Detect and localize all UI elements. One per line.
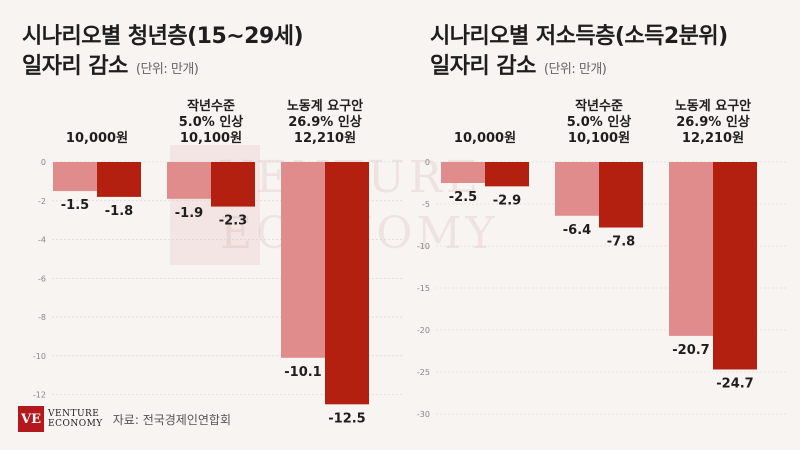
category-label: 26.9% 인상 xyxy=(288,114,362,130)
source-label: 자료: 전국경제인연합회 xyxy=(112,412,232,427)
footer: VE VENTURE ECONOMY 자료: 전국경제인연합회 xyxy=(18,406,231,432)
y-tick-label: 0 xyxy=(425,158,430,167)
category-label: 10,100원 xyxy=(180,131,242,146)
category-label: 12,210원 xyxy=(682,131,744,146)
right-unit-label: (단위: 만개) xyxy=(543,62,607,77)
value-label: -6.4 xyxy=(563,223,591,238)
value-label: -1.9 xyxy=(175,206,203,221)
bar xyxy=(325,162,369,405)
category-label: 12,210원 xyxy=(294,131,356,146)
left-chart-title: 시나리오별 청년층(15~29세) 일자리 감소 (단위: 만개) xyxy=(22,22,304,85)
left-title-line1: 시나리오별 청년층(15~29세) xyxy=(22,24,304,49)
bar xyxy=(669,162,713,336)
category-label: 5.0% 인상 xyxy=(567,114,632,130)
bar xyxy=(555,162,599,216)
value-label: -20.7 xyxy=(672,343,709,358)
y-tick-label: -5 xyxy=(422,200,430,209)
value-label: -12.5 xyxy=(328,411,365,426)
value-label: -1.8 xyxy=(105,204,133,219)
right-chart-title: 시나리오별 저소득층(소득2분위) 일자리 감소 (단위: 만개) xyxy=(430,22,728,85)
bar xyxy=(599,162,643,228)
category-label: 10,100원 xyxy=(568,131,630,146)
left-title-line2: 일자리 감소 xyxy=(22,54,128,79)
category-label: 노동계 요구안 xyxy=(675,98,751,114)
category-label: 작년수준 xyxy=(575,98,623,114)
right-title-line2: 일자리 감소 xyxy=(430,54,536,79)
category-label: 10,000원 xyxy=(454,131,516,146)
bar xyxy=(281,162,325,358)
bar xyxy=(167,162,211,199)
y-tick-label: -10 xyxy=(33,352,46,361)
bar xyxy=(441,162,485,183)
category-label: 10,000원 xyxy=(66,131,128,146)
y-tick-label: -20 xyxy=(417,326,430,335)
logo-line1: VENTURE xyxy=(48,409,100,419)
y-tick-label: -6 xyxy=(38,274,46,283)
y-tick-label: -12 xyxy=(33,391,46,400)
value-label: -7.8 xyxy=(607,235,635,250)
bar xyxy=(97,162,141,197)
y-tick-label: -15 xyxy=(417,284,430,293)
bar xyxy=(485,162,529,187)
y-tick-label: -8 xyxy=(38,313,46,322)
logo-mark: VE xyxy=(18,406,44,432)
value-label: -2.3 xyxy=(219,214,247,229)
bar xyxy=(713,162,757,370)
value-label: -1.5 xyxy=(61,198,89,213)
y-tick-label: -4 xyxy=(38,236,46,245)
category-label: 작년수준 xyxy=(187,98,235,114)
y-tick-label: -30 xyxy=(417,410,430,419)
category-label: 노동계 요구안 xyxy=(287,98,363,114)
value-label: -2.9 xyxy=(493,193,521,208)
value-label: -24.7 xyxy=(716,376,753,391)
bar xyxy=(211,162,255,207)
y-tick-label: 0 xyxy=(41,158,46,167)
y-tick-label: -2 xyxy=(38,197,46,206)
value-label: -2.5 xyxy=(449,190,477,205)
category-label: 5.0% 인상 xyxy=(179,114,244,130)
bar xyxy=(53,162,97,192)
logo-line2: ECONOMY xyxy=(48,419,103,429)
y-tick-label: -10 xyxy=(417,242,430,251)
logo-text: VENTURE ECONOMY xyxy=(48,409,103,429)
right-title-line1: 시나리오별 저소득층(소득2분위) xyxy=(430,24,728,49)
y-tick-label: -25 xyxy=(417,368,430,377)
category-label: 26.9% 인상 xyxy=(676,114,750,130)
left-unit-label: (단위: 만개) xyxy=(135,62,199,77)
value-label: -10.1 xyxy=(284,365,321,380)
